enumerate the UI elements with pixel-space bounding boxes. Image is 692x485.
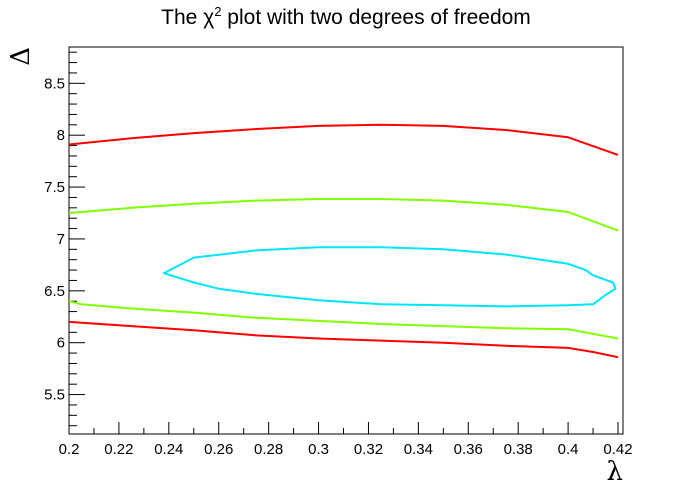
y-tick-label: 6.5: [44, 283, 65, 300]
x-tick-label: 0.32: [354, 441, 383, 458]
tick-labels: 0.2 0.22 0.24 0.26 0.28 0.3 0.32 0.34 0.36 0.38 0.…: [44, 75, 632, 458]
x-tick-label: 0.3: [308, 441, 329, 458]
contour-line-4: [68, 300, 619, 340]
x-tick-label: 0.2: [59, 441, 80, 458]
x-tick-label: 0.22: [104, 441, 133, 458]
plot-frame: [68, 46, 624, 435]
y-tick-label: 5.5: [44, 387, 65, 404]
y-axis-title: Δ: [6, 47, 36, 66]
x-tick-label: 0.26: [204, 441, 233, 458]
y-tick-label: 8.5: [44, 75, 65, 92]
x-tick-label: 0.4: [558, 441, 579, 458]
chart-title: The χ2 plot with two degrees of freedom: [161, 4, 531, 29]
x-tick-label: 0.28: [254, 441, 283, 458]
x-tick-label: 0.24: [154, 441, 183, 458]
contour-line-2: [68, 320, 619, 359]
contour-line-5: [162, 246, 617, 308]
x-tick-label: 0.34: [404, 441, 433, 458]
y-tick-label: 6: [57, 335, 65, 352]
y-tick-label: 7: [57, 231, 65, 248]
y-tick-label: 8: [57, 127, 65, 144]
contour-line-1: [68, 123, 619, 156]
contour-series: [68, 123, 619, 359]
x-tick-label: 0.42: [603, 441, 632, 458]
y-tick-label: 7.5: [44, 179, 65, 196]
axis-ticks: [68, 51, 619, 434]
x-tick-label: 0.38: [504, 441, 533, 458]
contour-line-3: [68, 198, 619, 232]
x-axis-title: λ: [607, 457, 623, 485]
x-tick-label: 0.36: [454, 441, 483, 458]
